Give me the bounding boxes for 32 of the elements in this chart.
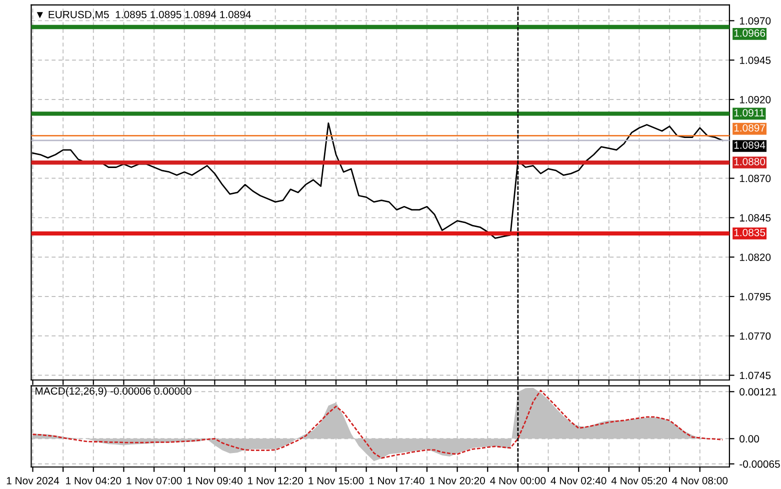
- y-tick-label: 1.0820: [740, 254, 771, 261]
- x-tick-label: 1 Nov 15:00: [308, 476, 364, 484]
- x-tick-label: 1 Nov 07:00: [126, 476, 182, 484]
- x-tick-label: 4 Nov 02:40: [550, 476, 606, 484]
- ref-line-label: 1.0897: [734, 124, 765, 132]
- y-tick-label: 0.00: [740, 435, 760, 443]
- y-tick-label: 1.0920: [740, 96, 771, 104]
- y-tick-label: 1.0770: [740, 332, 771, 340]
- y-tick-label: 1.0795: [740, 292, 771, 300]
- x-tick-label: 1 Nov 12:20: [248, 476, 304, 484]
- y-tick-label: 0.00121: [740, 388, 776, 396]
- x-tick-label: 1 Nov 20:20: [430, 476, 485, 484]
- y-tick-label: -0.00065: [740, 460, 780, 468]
- x-tick-label: 1 Nov 17:40: [369, 476, 424, 484]
- y-tick-label: 1.0945: [740, 56, 771, 64]
- chart-title: ▼ EURUSD,M5 1.0895 1.0895 1.0894 1.0894: [36, 10, 251, 20]
- ref-line-label: 1.0911: [734, 109, 764, 116]
- y-tick-label: 1.0745: [740, 372, 771, 380]
- x-tick-label: 4 Nov 00:00: [490, 476, 546, 484]
- x-tick-label: 1 Nov 04:20: [66, 476, 122, 484]
- ref-line-label: 1.0880: [734, 158, 766, 166]
- y-tick-label: 1.0845: [740, 214, 771, 222]
- x-tick-label: 4 Nov 08:00: [672, 476, 728, 484]
- x-tick-label: 1 Nov 09:40: [187, 476, 242, 484]
- chart-title: MACD(12,26,9) -0.00006 0.00000: [36, 387, 192, 397]
- ref-line-label: 1.0894: [734, 141, 766, 149]
- x-tick-label: 4 Nov 05:20: [611, 476, 667, 484]
- x-tick-label: 1 Nov 2024: [6, 476, 60, 484]
- y-tick-label: 1.0870: [740, 174, 771, 182]
- y-tick-label: 1.0970: [740, 17, 771, 25]
- ref-line-label: 1.0966: [734, 29, 766, 37]
- ref-line-label: 1.0835: [734, 228, 766, 236]
